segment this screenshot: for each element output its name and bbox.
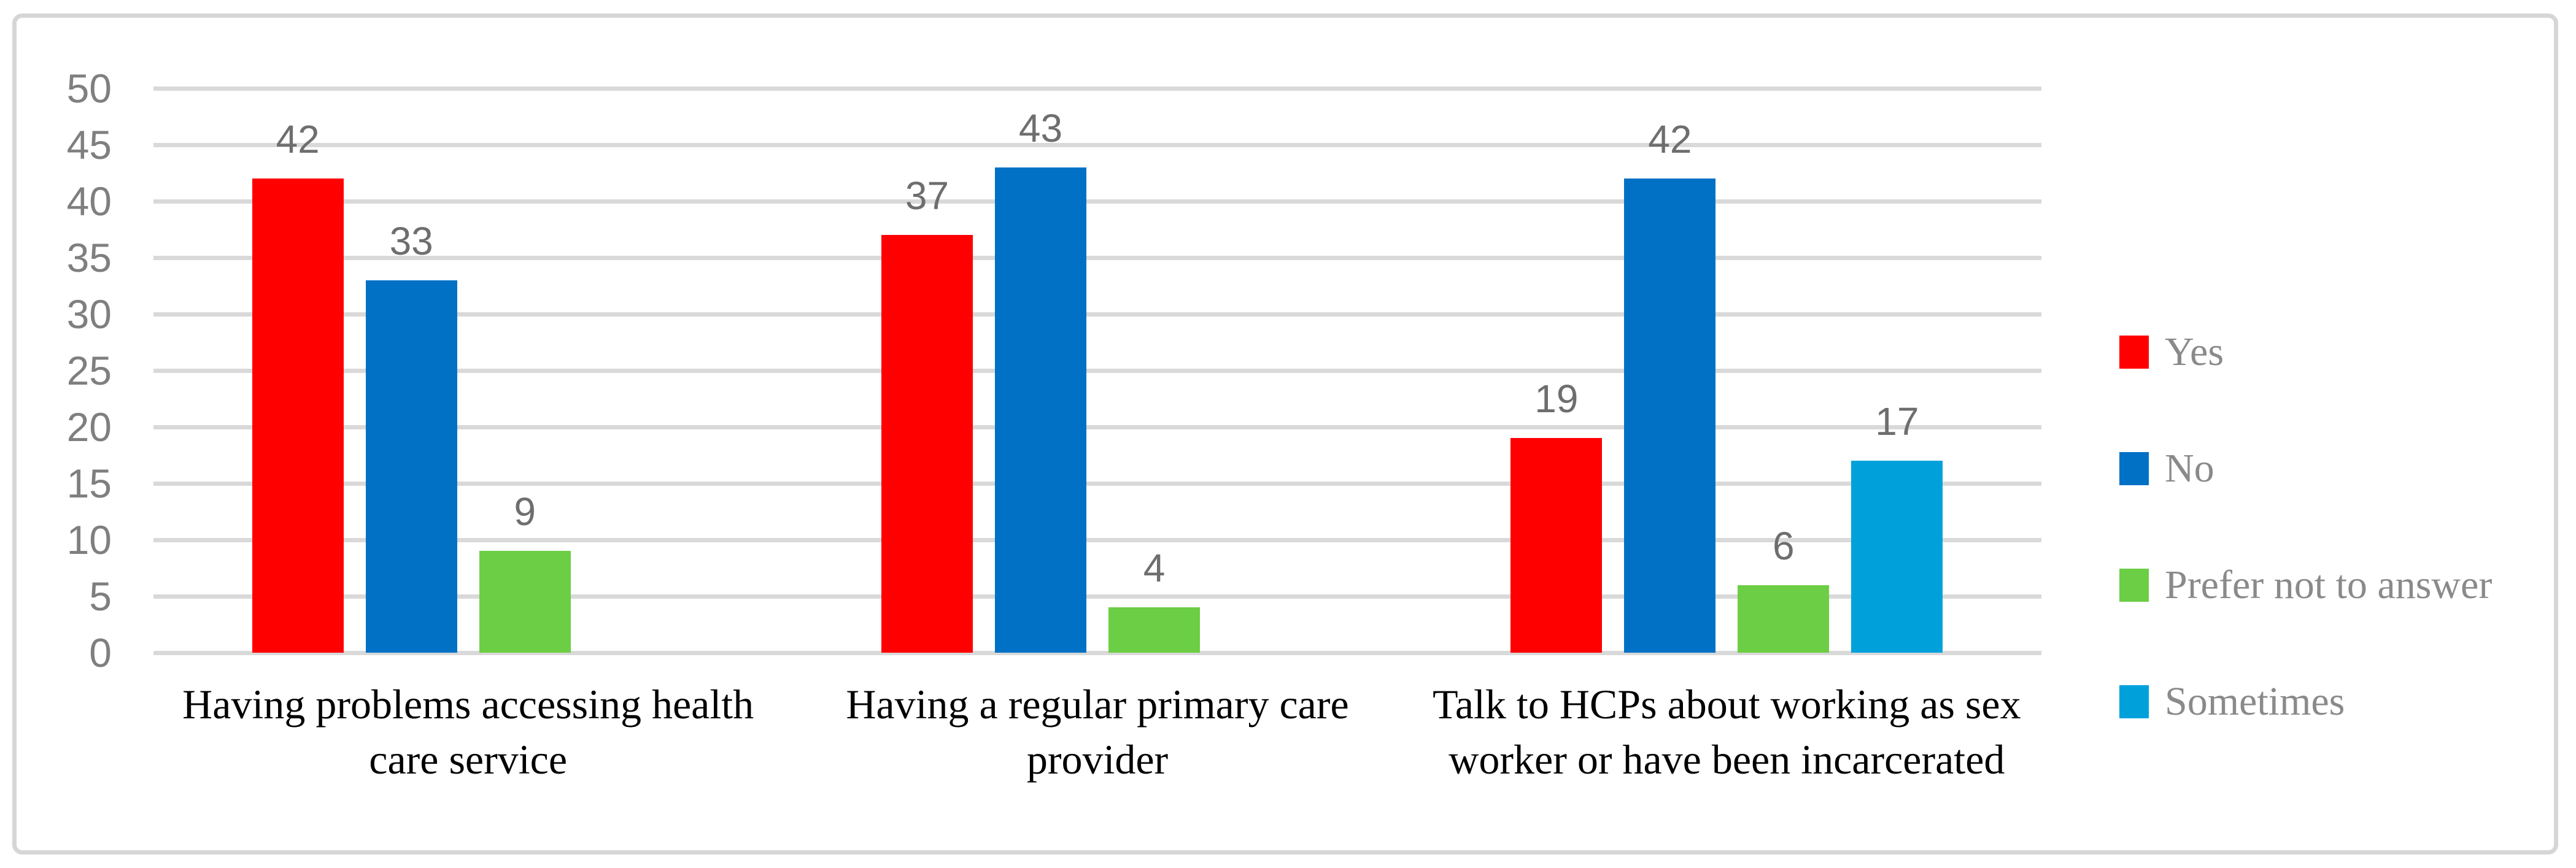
bar [1851, 461, 1943, 653]
category-label: Having problems accessing health care se… [182, 681, 754, 783]
y-tick-label: 15 [66, 461, 112, 506]
gridline [153, 594, 2041, 599]
chart-frame: 42 33 9 37 43 4 19 42 6 17 Having problems access… [12, 13, 2558, 855]
bar-value-label: 43 [1018, 106, 1063, 150]
gridline [153, 312, 2041, 317]
bar [1510, 438, 1603, 653]
y-tick-label: 0 [89, 630, 112, 675]
category-label: Talk to HCPs about working as sex worker… [1433, 681, 2021, 783]
y-tick-label: 35 [66, 235, 112, 280]
gridline [153, 256, 2041, 260]
y-tick-label: 50 [66, 66, 112, 111]
gridline [153, 538, 2041, 542]
legend-swatch [2119, 685, 2149, 718]
bar-value-label: 6 [1773, 523, 1795, 568]
y-tick-label: 25 [66, 348, 112, 393]
bar-value-label: 33 [389, 218, 433, 263]
legend-item: Sometimes [2119, 677, 2345, 726]
gridline [153, 369, 2041, 373]
y-tick-label: 10 [66, 517, 112, 563]
legend-swatch [2119, 452, 2149, 485]
bar-value-label: 37 [905, 174, 950, 218]
gridline [153, 425, 2041, 429]
gridline [153, 651, 2041, 655]
y-tick-label: 45 [66, 122, 112, 167]
bar [881, 235, 973, 653]
legend-label: Prefer not to answer [2165, 563, 2493, 607]
bar-value-label: 17 [1875, 399, 1919, 444]
gridline [153, 143, 2041, 147]
bar [1624, 179, 1716, 653]
legend-label: Sometimes [2165, 679, 2345, 724]
bar [1108, 607, 1200, 653]
gridline [153, 86, 2041, 91]
legend-label: No [2165, 446, 2214, 491]
legend-item: Yes [2119, 328, 2224, 377]
bar-value-label: 9 [514, 490, 536, 534]
bar-value-label: 4 [1143, 546, 1166, 591]
bar [1738, 585, 1830, 653]
bar [995, 167, 1086, 653]
legend-swatch [2119, 336, 2149, 369]
bar [365, 280, 457, 653]
plot-area: 42 33 9 37 43 4 19 42 6 17 [153, 86, 2041, 655]
legend-item: No [2119, 444, 2214, 493]
category-label: Having a regular primary care provider [846, 681, 1349, 783]
legend-item: Prefer not to answer [2119, 561, 2492, 610]
bar-value-label: 42 [276, 117, 320, 162]
y-tick-label: 30 [66, 291, 112, 337]
gridline [153, 482, 2041, 486]
legend-swatch [2119, 569, 2149, 602]
bar-value-label: 42 [1648, 117, 1692, 162]
bar [479, 551, 571, 653]
bar-value-label: 19 [1534, 377, 1579, 421]
y-tick-label: 40 [66, 179, 112, 224]
y-tick-label: 20 [66, 404, 112, 450]
bar [252, 179, 344, 653]
legend-label: Yes [2165, 329, 2224, 374]
y-tick-label: 5 [89, 574, 112, 619]
gridline [153, 199, 2041, 204]
